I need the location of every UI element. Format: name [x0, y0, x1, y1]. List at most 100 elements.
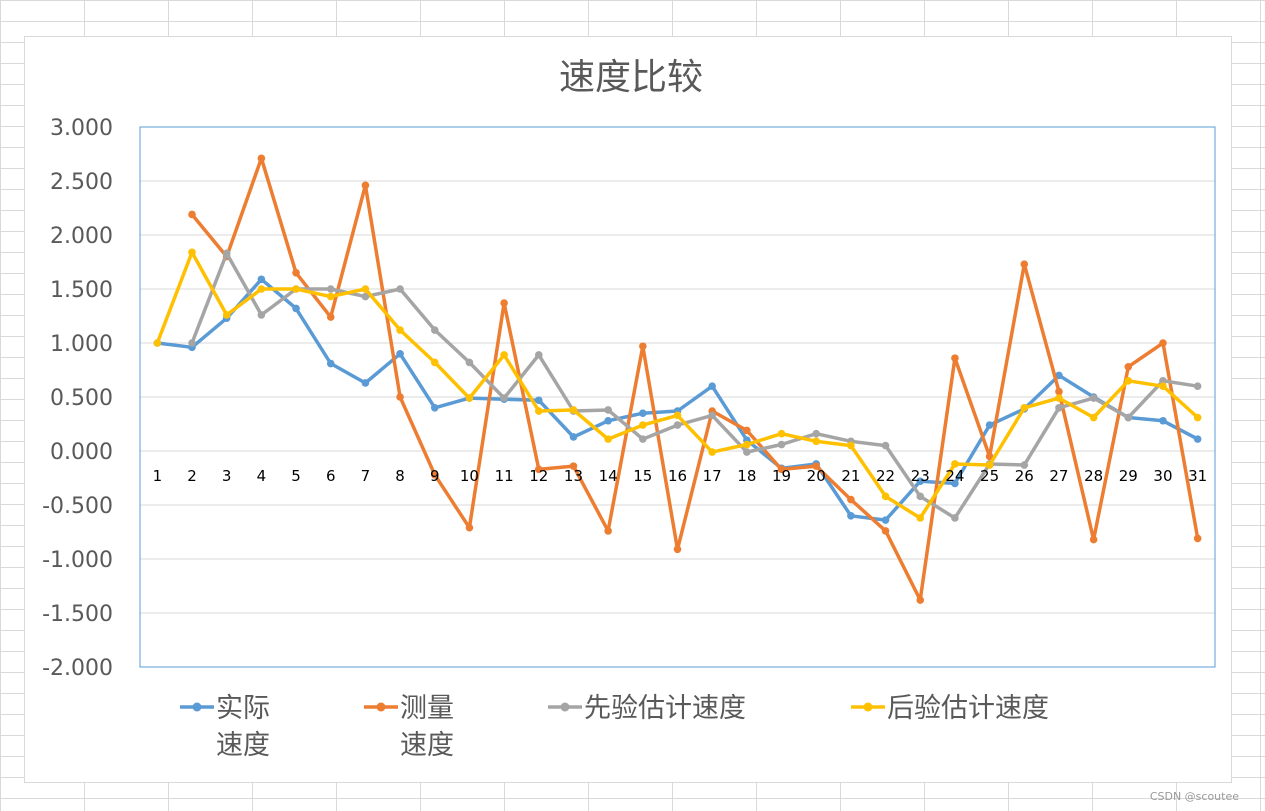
x-tick-label: 22: [876, 467, 895, 485]
data-point: [881, 527, 890, 535]
data-point: [1193, 382, 1202, 391]
x-tick-label: 29: [1119, 467, 1138, 485]
data-point: [881, 516, 890, 524]
data-point: [1124, 413, 1133, 422]
data-point: [708, 448, 716, 456]
legend-marker: [560, 702, 570, 712]
data-point: [465, 358, 474, 367]
data-point: [743, 440, 751, 449]
data-point: [916, 492, 925, 501]
data-point: [708, 411, 716, 420]
y-tick-label: 2.500: [50, 170, 113, 195]
data-point: [985, 421, 994, 429]
x-tick-label: 17: [703, 467, 722, 485]
watermark: CSDN @scoutee: [1149, 790, 1239, 803]
y-tick-label: -0.500: [42, 494, 113, 519]
legend-marker: [863, 702, 873, 712]
data-point: [1055, 394, 1063, 402]
data-point: [1159, 339, 1167, 347]
data-point: [639, 409, 647, 418]
data-point: [777, 440, 786, 449]
data-point: [1055, 387, 1063, 396]
x-tick-label: 10: [460, 467, 479, 485]
data-point: [985, 452, 994, 461]
x-axis: 1 2 3 4 5 6 7 8 9 10 11 12 13 14 15 16 17 18 19 20 21 22 23 24 2…: [153, 467, 1208, 485]
data-point: [188, 339, 196, 347]
data-point: [777, 465, 786, 474]
series-2: [188, 154, 1202, 604]
x-tick-label: 31: [1188, 467, 1207, 485]
legend-item-2: 测量速度: [364, 693, 454, 761]
data-point: [361, 379, 370, 387]
x-tick-label: 11: [495, 467, 514, 485]
data-point: [1055, 371, 1063, 380]
data-point: [881, 441, 890, 450]
data-point: [326, 292, 335, 301]
data-point: [847, 441, 855, 450]
data-point: [257, 154, 266, 163]
data-point: [812, 462, 821, 470]
data-point: [639, 421, 647, 429]
x-tick-label: 23: [911, 467, 930, 485]
data-point: [1089, 535, 1098, 544]
data-point: [951, 514, 959, 522]
data-point: [1159, 382, 1167, 391]
data-point: [1020, 404, 1029, 412]
x-tick-label: 30: [1153, 467, 1172, 485]
data-point: [534, 465, 543, 474]
data-point: [847, 512, 855, 520]
y-tick-label: 1.500: [50, 278, 113, 303]
x-tick-label: 13: [564, 467, 583, 485]
y-tick-label: 0.000: [50, 440, 113, 465]
data-point: [430, 470, 439, 479]
x-tick-label: 5: [291, 467, 301, 485]
y-tick-label: -1.000: [42, 548, 113, 573]
data-point: [1193, 435, 1202, 443]
data-point: [361, 292, 370, 301]
data-point: [326, 285, 335, 293]
x-tick-label: 6: [326, 467, 336, 485]
series-layer: [153, 154, 1202, 604]
legend-item-3: 先验估计速度: [548, 693, 746, 724]
data-point: [708, 382, 716, 391]
line-chart: 速度比较 3.000 2.500 2.000 1.500 1.000 0.500 0.000…: [42, 57, 1216, 761]
series-1: [153, 275, 1202, 524]
data-point: [1159, 377, 1167, 385]
data-point: [153, 339, 162, 347]
data-point: [1124, 377, 1133, 385]
data-point: [292, 285, 300, 293]
x-tick-label: 16: [668, 467, 687, 485]
data-point: [1193, 534, 1202, 543]
data-point: [326, 359, 335, 368]
data-point: [985, 461, 994, 469]
series-4: [153, 248, 1202, 522]
x-tick-label: 27: [1049, 467, 1068, 485]
legend-marker: [192, 702, 202, 712]
x-tick-label: 20: [807, 467, 826, 485]
x-tick-label: 9: [430, 467, 440, 485]
data-point: [743, 448, 751, 456]
data-point: [188, 248, 196, 257]
data-point: [639, 342, 647, 351]
data-point: [673, 411, 682, 420]
legend-marker: [376, 702, 386, 712]
data-point: [951, 460, 959, 468]
y-tick-label: 3.000: [50, 116, 113, 141]
data-point: [569, 406, 578, 414]
data-point: [604, 435, 612, 443]
data-point: [465, 523, 474, 532]
data-point: [361, 285, 370, 293]
data-point: [951, 479, 959, 488]
legend: 实际速度 测量速度 先验估计速度 后验估计速度: [180, 693, 1049, 761]
legend-label: 后验估计速度: [887, 693, 1049, 724]
data-point: [812, 429, 821, 438]
data-point: [534, 407, 543, 415]
data-point: [396, 285, 404, 293]
x-tick-label: 24: [945, 467, 964, 485]
data-point: [812, 437, 821, 446]
legend-item-1: 实际速度: [180, 693, 270, 761]
chart-title: 速度比较: [559, 57, 703, 98]
data-point: [534, 351, 543, 359]
data-point: [604, 527, 612, 535]
x-tick-label: 25: [980, 467, 999, 485]
